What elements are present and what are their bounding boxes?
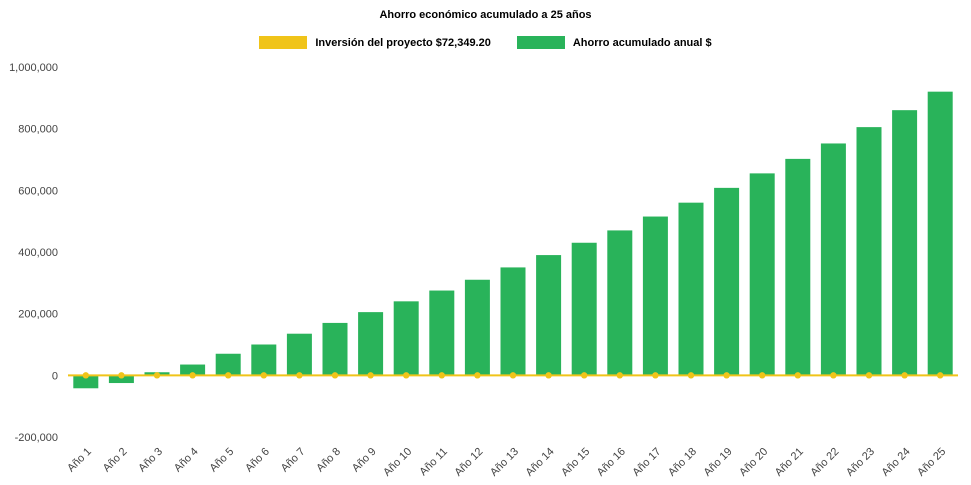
investment-line-marker[interactable] — [367, 372, 374, 379]
x-axis-tick-label: Año 15 — [559, 446, 592, 479]
y-axis-tick-label: 600,000 — [18, 185, 58, 197]
bar-year-11[interactable] — [429, 290, 455, 376]
bar-year-17[interactable] — [642, 216, 668, 376]
investment-line-marker[interactable] — [901, 372, 908, 379]
bar-year-9[interactable] — [358, 312, 384, 376]
investment-line-marker[interactable] — [474, 372, 481, 379]
bar-year-19[interactable] — [714, 187, 740, 376]
legend-swatch-investment-icon — [259, 36, 308, 49]
investment-line-marker[interactable] — [794, 372, 801, 379]
x-axis-tick-label: Año 7 — [279, 446, 308, 475]
investment-line-marker[interactable] — [652, 372, 659, 379]
investment-line-marker[interactable] — [153, 372, 161, 379]
bar-year-2[interactable] — [108, 375, 134, 384]
legend-label-investment: Inversión del proyecto $72,349.20 — [315, 36, 491, 49]
bar-year-6[interactable] — [251, 344, 277, 376]
x-axis-tick-label: Año 22 — [808, 446, 841, 479]
bar-year-21[interactable] — [785, 158, 811, 376]
x-axis-tick-label: Año 4 — [172, 446, 201, 475]
investment-line-marker[interactable] — [545, 372, 552, 379]
bar-year-12[interactable] — [464, 279, 490, 376]
legend-item-savings[interactable]: Ahorro acumulado anual $ — [516, 36, 712, 49]
x-axis-tick-label: Año 5 — [208, 446, 237, 475]
investment-line-marker[interactable] — [260, 372, 267, 379]
y-axis-tick-label: -200,000 — [15, 432, 58, 444]
bar-year-25[interactable] — [927, 91, 953, 376]
bar-year-4[interactable] — [180, 364, 206, 376]
investment-line-marker[interactable] — [403, 372, 410, 379]
bar-year-16[interactable] — [607, 230, 633, 376]
bar-year-13[interactable] — [500, 267, 526, 376]
legend-item-investment[interactable]: Inversión del proyecto $72,349.20 — [259, 36, 491, 49]
bar-year-24[interactable] — [892, 110, 918, 376]
investment-line-marker[interactable] — [438, 372, 445, 379]
legend: Inversión del proyecto $72,349.20 Ahorro… — [0, 36, 971, 49]
x-axis-tick-label: Año 18 — [666, 446, 699, 479]
x-axis-tick-label: Año 9 — [350, 446, 379, 475]
x-axis-tick-label: Año 21 — [773, 446, 806, 479]
bar-year-20[interactable] — [749, 173, 775, 376]
investment-line-marker[interactable] — [687, 372, 695, 379]
investment-line-marker[interactable] — [937, 372, 944, 379]
y-axis-tick-label: 400,000 — [18, 247, 58, 259]
y-axis-tick-label: 800,000 — [18, 124, 58, 136]
x-axis-tick-label: Año 20 — [737, 446, 770, 479]
bar-year-7[interactable] — [286, 333, 312, 376]
x-axis-tick-label: Año 3 — [136, 446, 165, 475]
y-axis-tick-label: 200,000 — [18, 309, 58, 321]
bar-year-1[interactable] — [73, 375, 99, 389]
investment-line-marker[interactable] — [759, 372, 766, 379]
y-axis-tick-label: 1,000,000 — [9, 62, 58, 74]
chart-title: Ahorro económico acumulado a 25 años — [379, 9, 592, 21]
investment-line-marker[interactable] — [189, 372, 196, 379]
investment-line-marker[interactable] — [830, 372, 837, 379]
investment-line-marker[interactable] — [723, 372, 730, 379]
bar-year-18[interactable] — [678, 202, 704, 376]
bar-year-15[interactable] — [571, 242, 597, 376]
x-axis-tick-label: Año 10 — [381, 446, 414, 479]
x-axis-tick-label: Año 11 — [417, 446, 450, 479]
x-axis-tick-label: Año 2 — [101, 446, 130, 475]
investment-line-marker[interactable] — [118, 372, 125, 379]
x-axis-tick-label: Año 16 — [595, 446, 628, 479]
x-axis-tick-label: Año 12 — [452, 446, 485, 479]
investment-line-marker[interactable] — [616, 372, 623, 379]
investment-line-marker[interactable] — [509, 372, 517, 379]
investment-line-marker[interactable] — [581, 372, 588, 379]
x-axis-tick-label: Año 14 — [524, 446, 557, 479]
legend-label-savings: Ahorro acumulado anual $ — [572, 36, 712, 49]
investment-line-marker[interactable] — [82, 372, 90, 379]
investment-line-marker[interactable] — [296, 372, 303, 379]
investment-line-marker[interactable] — [225, 372, 232, 379]
bar-year-22[interactable] — [820, 143, 846, 376]
x-axis-tick-label: Año 6 — [243, 446, 272, 475]
investment-line-marker[interactable] — [331, 372, 339, 379]
bar-year-8[interactable] — [322, 322, 348, 376]
x-axis-tick-label: Año 1 — [65, 446, 94, 475]
legend-swatch-savings-icon — [516, 36, 565, 49]
x-axis-tick-label: Año 23 — [844, 446, 877, 479]
bar-year-14[interactable] — [536, 255, 562, 376]
accumulated-savings-bar-chart: -200,000 0 200,000 400,000 600,000 800,000 1,0… — [9, 62, 958, 479]
x-axis-tick-label: Año 17 — [630, 446, 663, 479]
bar-year-10[interactable] — [393, 301, 419, 376]
investment-line-marker[interactable] — [865, 372, 873, 379]
x-axis-tick-label: Año 25 — [915, 446, 948, 479]
bar-year-5[interactable] — [215, 353, 241, 376]
x-axis-tick-label: Año 24 — [880, 446, 913, 479]
x-axis-tick-label: Año 13 — [488, 446, 521, 479]
bar-year-23[interactable] — [856, 127, 882, 376]
y-axis-tick-label: 0 — [52, 370, 58, 382]
x-axis-tick-label: Año 8 — [314, 446, 343, 475]
x-axis-tick-label: Año 19 — [702, 446, 735, 479]
